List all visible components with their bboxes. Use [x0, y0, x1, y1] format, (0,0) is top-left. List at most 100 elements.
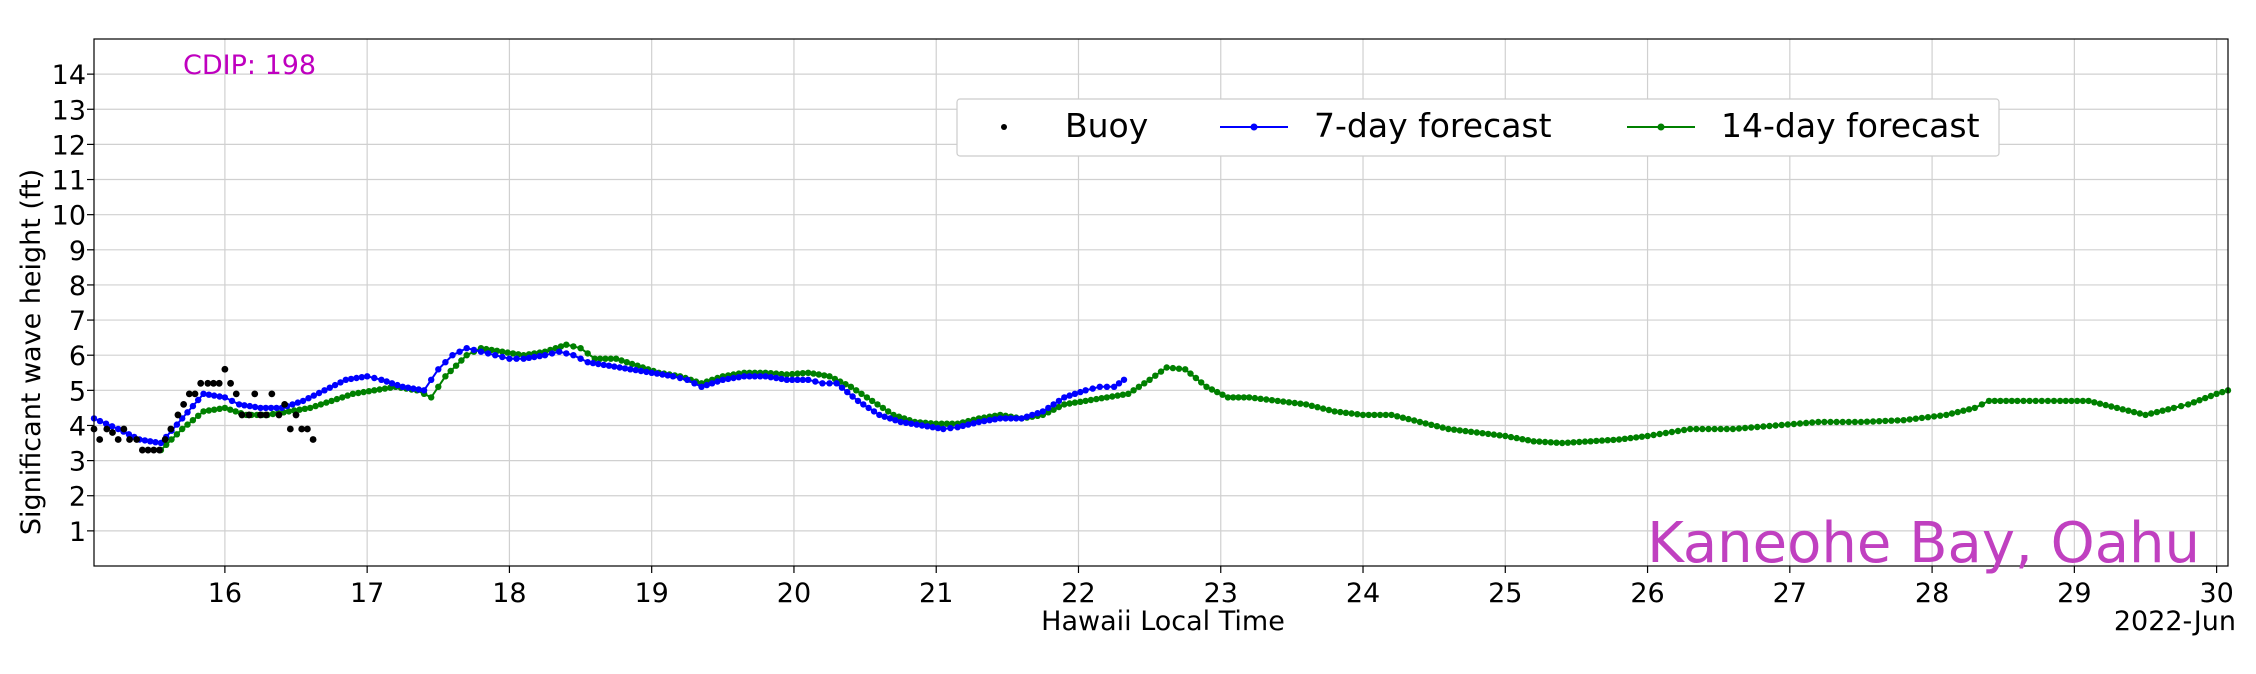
series-point: [1157, 368, 1165, 375]
series-point: [2096, 400, 2104, 407]
series-point: [876, 411, 883, 419]
series-point: [794, 370, 801, 377]
series-buoy: [90, 365, 317, 454]
x-tick-label: 24: [1346, 578, 1380, 609]
series-point: [326, 384, 333, 391]
buoy-point: [275, 411, 283, 419]
series-point: [200, 390, 207, 397]
legend: Buoy 7-day forecast 14-day forecast: [956, 98, 2000, 157]
series-point: [228, 397, 236, 405]
series-point: [1802, 419, 1810, 427]
series-point: [1411, 417, 1418, 424]
series-point: [1587, 438, 1594, 445]
series-point: [1268, 397, 1276, 404]
series-point: [1066, 392, 1073, 399]
series-point: [216, 393, 223, 400]
series-point: [232, 408, 239, 415]
series-point: [2056, 397, 2064, 405]
series-point: [1978, 401, 1986, 408]
buoy-point: [268, 390, 276, 398]
series-point: [2125, 407, 2132, 414]
series-point: [221, 394, 229, 401]
series-point: [886, 415, 894, 422]
series-point: [1821, 418, 1828, 426]
series-point: [1055, 403, 1063, 411]
series-point: [1096, 383, 1104, 390]
series-point: [1997, 397, 2004, 405]
series-point: [1130, 387, 1137, 394]
series-point: [959, 422, 967, 430]
series-point: [1760, 423, 1767, 430]
buoy-point: [281, 400, 289, 408]
series-point: [1365, 411, 1372, 419]
series-point: [1115, 380, 1123, 387]
series-point: [691, 380, 698, 387]
series-point: [1325, 406, 1333, 414]
x-tick-label: 16: [208, 578, 242, 609]
series-point: [1082, 387, 1089, 394]
series-point: [1723, 425, 1731, 433]
series-point: [115, 425, 122, 433]
series-point: [321, 387, 328, 394]
series-point: [1103, 394, 1111, 401]
series-point: [548, 350, 556, 357]
series-point: [1337, 408, 1344, 416]
series-point: [1187, 370, 1194, 377]
series-point: [301, 405, 309, 412]
series-point: [1399, 414, 1407, 421]
series-point: [531, 353, 538, 361]
series-point: [1943, 411, 1950, 419]
series-point: [358, 374, 365, 381]
series-point: [589, 359, 597, 367]
series-point: [1297, 400, 1304, 407]
series-point: [1954, 408, 1961, 416]
series-point: [257, 404, 264, 412]
series-point: [477, 348, 485, 355]
series-point: [273, 404, 280, 412]
series-point: [778, 370, 785, 378]
series-point: [1473, 429, 1481, 436]
buoy-point: [120, 425, 128, 433]
series-point: [331, 381, 339, 389]
x-tick-label: 29: [2057, 578, 2091, 609]
y-tick-label: 3: [69, 447, 86, 478]
series-point: [1439, 424, 1446, 431]
series-point: [383, 378, 390, 385]
series-line: [160, 343, 2229, 451]
x-tick-label: 18: [492, 578, 526, 609]
series-point: [1490, 431, 1498, 438]
series-point: [1050, 406, 1057, 413]
series-point: [463, 345, 470, 352]
series-point: [1320, 405, 1327, 412]
x-tick-label: 30: [2199, 578, 2233, 609]
series-point: [1214, 388, 1221, 396]
series-point: [570, 343, 577, 350]
series-point: [605, 362, 613, 369]
series-point: [1394, 413, 1401, 420]
series-point: [970, 420, 977, 427]
series-point: [616, 364, 623, 371]
series-point: [584, 350, 591, 357]
series-point: [1985, 397, 1993, 405]
series-point: [1071, 399, 1079, 406]
x-axis-label: Hawaii Local Time: [1041, 606, 1285, 637]
series-point: [365, 388, 373, 395]
series-point: [2170, 404, 2178, 412]
series-point: [714, 378, 721, 385]
series-point: [541, 352, 549, 359]
series-point: [211, 392, 218, 399]
series-point: [1536, 438, 1543, 445]
series-point: [1433, 423, 1441, 430]
buoy-point: [210, 379, 217, 387]
series-point: [1524, 437, 1532, 444]
series-point: [1359, 411, 1367, 419]
series-point: [577, 355, 584, 362]
series-point: [637, 367, 645, 375]
series-point: [262, 404, 269, 412]
series-layer: [90, 341, 2232, 454]
series-point: [381, 385, 389, 392]
series-point: [611, 363, 618, 370]
series-point: [1778, 421, 1785, 429]
series-point: [1371, 411, 1378, 419]
series-point: [860, 401, 867, 408]
